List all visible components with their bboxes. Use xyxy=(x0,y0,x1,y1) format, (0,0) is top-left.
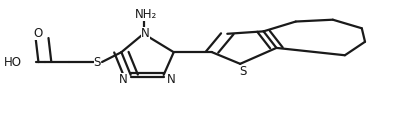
Text: N: N xyxy=(119,73,128,86)
Text: HO: HO xyxy=(4,56,22,68)
Text: S: S xyxy=(239,65,247,78)
Text: N: N xyxy=(166,73,175,86)
Text: O: O xyxy=(33,27,43,40)
Text: NH₂: NH₂ xyxy=(134,8,156,21)
Text: S: S xyxy=(93,56,101,68)
Text: N: N xyxy=(141,27,150,40)
